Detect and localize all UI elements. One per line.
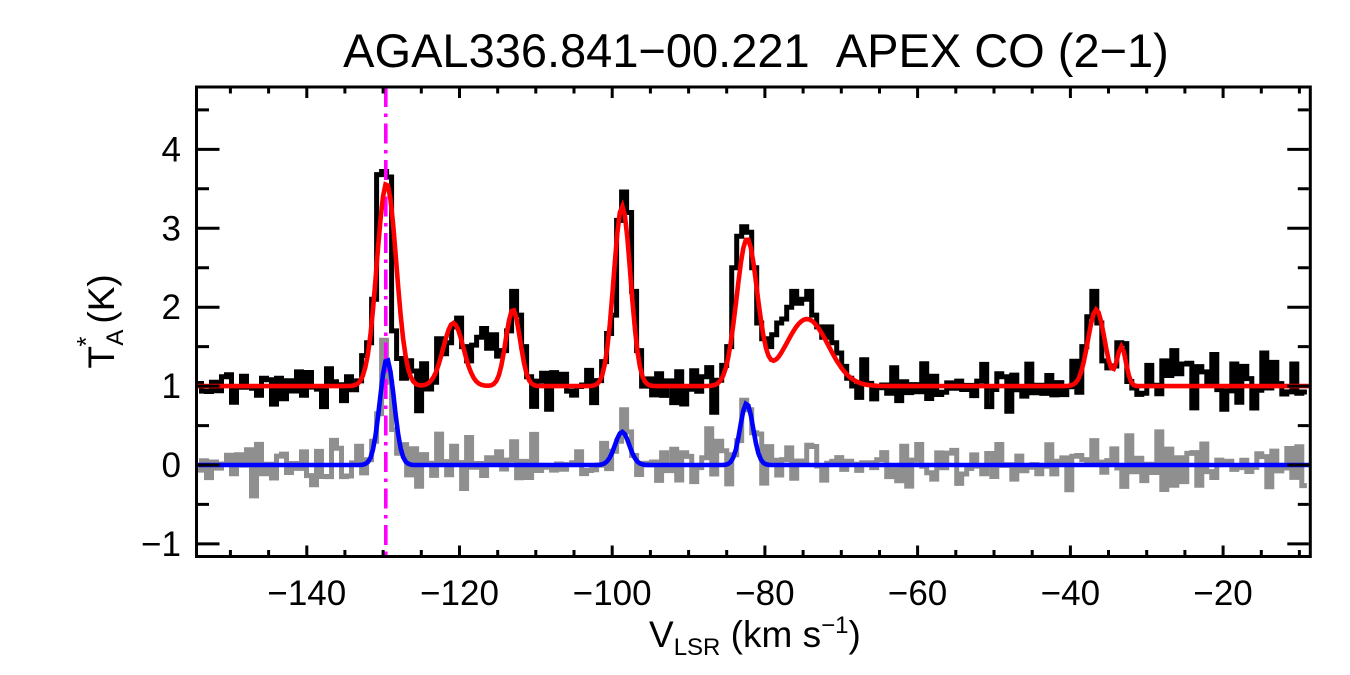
svg-text:−80: −80: [735, 574, 794, 613]
svg-text:(K): (K): [81, 274, 122, 323]
svg-text:1: 1: [162, 367, 181, 406]
svg-text:−100: −100: [573, 574, 652, 613]
svg-text:−60: −60: [888, 574, 947, 613]
svg-text:A: A: [102, 330, 129, 346]
svg-text:−1: −1: [141, 525, 181, 564]
svg-text:−40: −40: [1041, 574, 1100, 613]
svg-text:3: 3: [162, 209, 181, 248]
svg-text:−120: −120: [420, 574, 499, 613]
svg-text:AGAL336.841−00.221 APEX CO (2: AGAL336.841−00.221 APEX CO (2−1): [343, 24, 1169, 77]
svg-text:−20: −20: [1193, 574, 1252, 613]
svg-text:2: 2: [162, 288, 181, 327]
svg-text:−140: −140: [267, 574, 346, 613]
svg-text:0: 0: [162, 446, 181, 485]
svg-text:4: 4: [162, 130, 181, 169]
svg-text:*: *: [71, 336, 101, 346]
svg-text:T: T: [81, 346, 122, 369]
